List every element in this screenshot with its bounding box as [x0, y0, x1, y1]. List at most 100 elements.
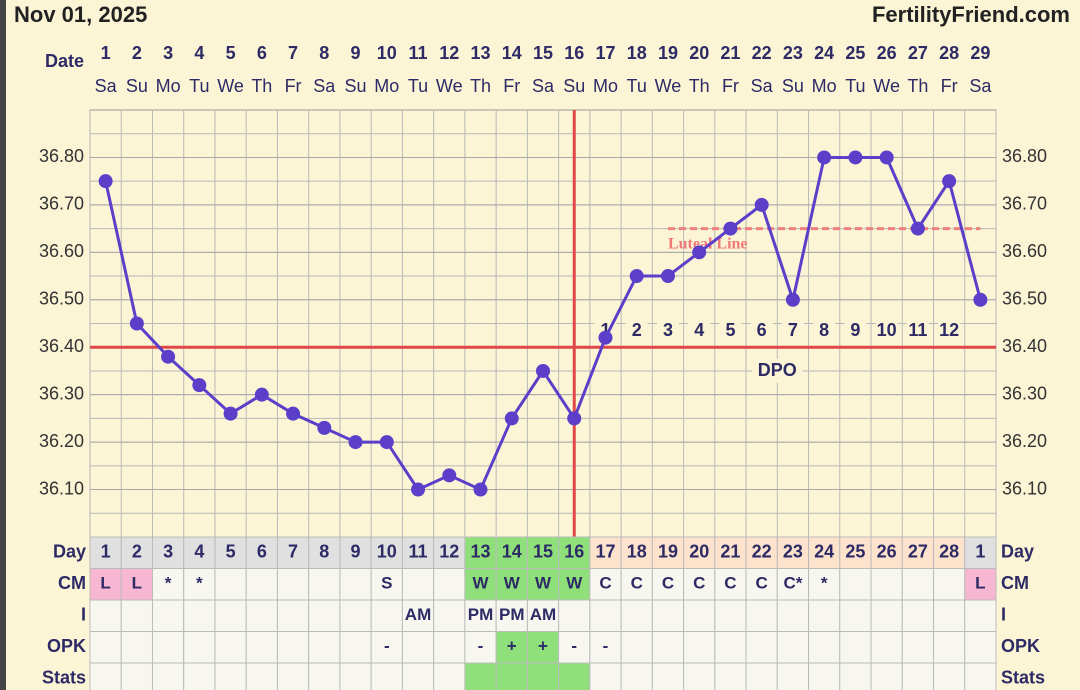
x-tick-label: 9 [351, 43, 361, 63]
table-cell [651, 662, 685, 690]
cell-text: 12 [439, 542, 459, 562]
weekday-label: Tu [627, 76, 647, 96]
weekday-label: Fr [503, 76, 520, 96]
cell-text: 9 [351, 542, 361, 562]
table-cell [120, 536, 153, 569]
temp-point [879, 150, 894, 165]
temp-point [973, 292, 988, 307]
table-cell [964, 631, 997, 664]
table-cell [370, 662, 403, 690]
temp-point [98, 174, 113, 189]
table-cell [183, 536, 216, 569]
x-tick-label: 20 [689, 43, 709, 63]
table-cell [714, 631, 747, 664]
x-tick-label: 15 [533, 43, 553, 63]
table-cell [214, 599, 247, 632]
cell-text: 21 [720, 542, 740, 562]
table-cell [89, 599, 122, 632]
table-cell [120, 568, 153, 601]
temp-point [598, 330, 613, 345]
cell-text: 27 [908, 542, 928, 562]
site-name: FertilityFriend.com [872, 2, 1070, 27]
table-cell [370, 568, 403, 601]
dpo-number: 10 [877, 320, 897, 340]
cell-text: 10 [377, 542, 397, 562]
x-tick-label: 24 [814, 43, 834, 63]
table-cell [339, 536, 372, 569]
table-cell [308, 662, 341, 690]
table-cell [120, 599, 153, 632]
table-cell [776, 631, 810, 664]
table-cell [183, 662, 216, 690]
cell-text: + [538, 637, 548, 656]
y-tick-label-right: 36.80 [1002, 146, 1047, 166]
table-cell [276, 631, 310, 664]
cell-text: 5 [226, 542, 236, 562]
cell-text: 15 [533, 542, 553, 562]
dpo-bg [719, 320, 742, 342]
table-cell [151, 599, 185, 632]
table-cell [214, 662, 247, 690]
table-cell [870, 599, 903, 632]
table-cell [683, 599, 716, 632]
weekday-label: Mo [374, 76, 399, 96]
weekday-label: Mo [593, 76, 618, 96]
dpo-bg [781, 320, 804, 342]
weekday-label: Fr [722, 76, 739, 96]
dpo-bg [844, 320, 867, 342]
table-cell [776, 568, 810, 601]
table-cell [558, 599, 591, 632]
cell-text: C [724, 574, 736, 593]
x-tick-label: 23 [783, 43, 803, 63]
table-cell [870, 536, 903, 569]
table-cell [651, 568, 685, 601]
table-cell [401, 568, 435, 601]
table-cell [808, 536, 841, 569]
y-tick-label: 36.20 [39, 431, 84, 451]
temp-point [504, 411, 519, 426]
dpo-bg [906, 320, 929, 342]
table-cell [839, 568, 872, 601]
table-cell [370, 599, 403, 632]
table-cell [89, 662, 122, 690]
dpo-number: 4 [694, 320, 704, 340]
temp-point [723, 221, 738, 236]
temp-point [910, 221, 925, 236]
x-axis-label: Date [45, 51, 84, 71]
dpo-label-bg [752, 359, 803, 383]
weekday-label: Sa [532, 76, 555, 96]
table-cell [214, 568, 247, 601]
temp-point [348, 435, 363, 450]
dpo-number: 11 [908, 320, 927, 340]
table-cell [151, 536, 185, 569]
weekday-label: Th [689, 76, 710, 96]
table-cell [526, 662, 560, 690]
temp-point [286, 406, 301, 421]
table-cell [901, 568, 935, 601]
table-cell [89, 536, 122, 569]
weekday-label: Su [345, 76, 367, 96]
table-cell [433, 599, 466, 632]
table-cell [808, 568, 841, 601]
temp-point [754, 197, 769, 212]
cell-text: 28 [939, 542, 959, 562]
x-tick-label: 25 [845, 43, 865, 63]
x-tick-label: 12 [439, 43, 459, 63]
dpo-bg [656, 320, 679, 342]
table-cell [495, 599, 528, 632]
cell-text: S [381, 574, 392, 593]
cell-text: PM [468, 605, 494, 624]
row-label: OPK [47, 636, 86, 656]
x-tick-label: 22 [752, 43, 772, 63]
table-cell [276, 568, 310, 601]
row-label: I [81, 605, 86, 625]
weekday-label: Tu [845, 76, 865, 96]
temp-point [536, 363, 550, 378]
y-tick-label-right: 36.50 [1002, 289, 1047, 309]
table-cell [120, 662, 153, 690]
dpo-bg [813, 320, 836, 342]
temp-point [785, 292, 800, 307]
table-cell [933, 631, 966, 664]
row-label-right: CM [1001, 573, 1029, 593]
cell-text: - [478, 637, 484, 656]
